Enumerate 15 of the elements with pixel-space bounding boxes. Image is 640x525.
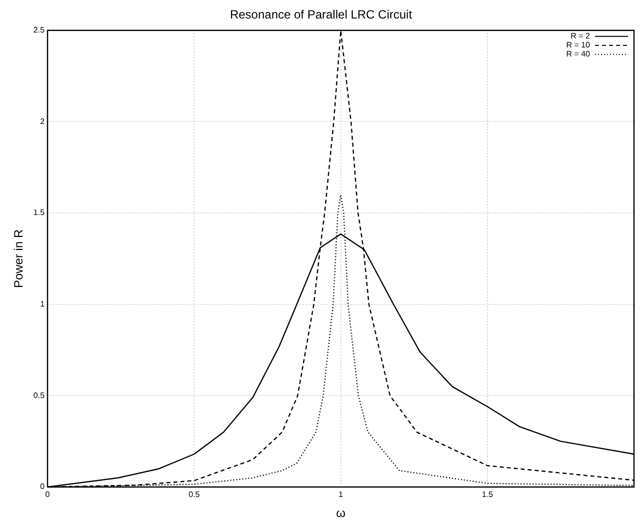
y-axis-title: Power in R	[12, 229, 26, 288]
legend-label: R = 2	[570, 32, 591, 41]
x-tick-label: 1	[338, 490, 344, 500]
y-tick-label: 1.5	[33, 208, 46, 218]
chart-title: Resonance of Parallel LRC Circuit	[230, 8, 413, 22]
y-tick-label: 0	[40, 482, 46, 492]
y-tick-label: 2	[40, 116, 46, 126]
x-axis-title: ω	[336, 506, 346, 520]
y-tick-label: 1	[40, 300, 46, 309]
x-tick-label: 0.5	[188, 490, 200, 500]
legend-label: R = 10	[566, 40, 591, 50]
legend-label: R = 40	[566, 50, 591, 59]
x-tick-label: 1.5	[482, 490, 494, 500]
y-tick-label: 0.5	[33, 390, 46, 400]
y-tick-label: 2.5	[33, 26, 46, 35]
